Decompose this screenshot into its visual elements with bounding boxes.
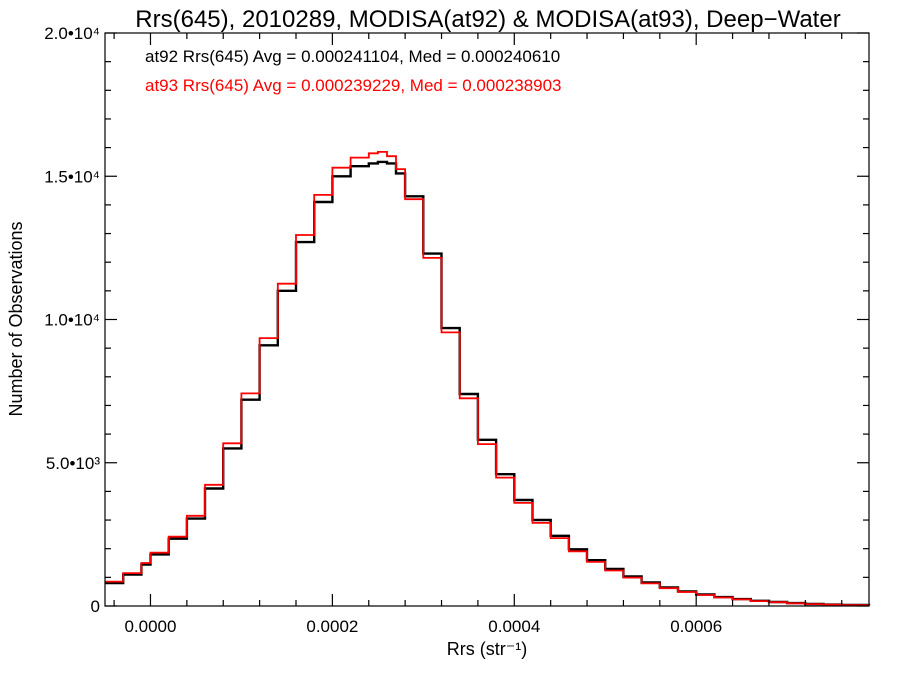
x-tick-label: 0.0006 (670, 617, 722, 636)
annotation-at92: at92 Rrs(645) Avg = 0.000241104, Med = 0… (145, 47, 560, 66)
annotation-at93: at93 Rrs(645) Avg = 0.000239229, Med = 0… (145, 76, 562, 95)
ticks-layer: 0.0000 0.0002 0.0004 0.0006 0 5.0•10³ 1.0•10⁴ 1… (44, 24, 869, 636)
y-tick-label: 1.5•10⁴ (44, 167, 100, 186)
series-layer (105, 151, 871, 607)
x-tick-label: 0.0004 (488, 617, 540, 636)
x-tick-label: 0.0000 (124, 617, 176, 636)
x-tick-label: 0.0002 (306, 617, 358, 636)
x-axis-label: Rrs (str⁻¹) (447, 639, 527, 659)
y-tick-label: 0 (91, 597, 100, 616)
series-line-at92 (105, 160, 871, 607)
series-line-at93 (105, 151, 870, 606)
chart-title: Rrs(645), 2010289, MODISA(at92) & MODISA… (135, 6, 840, 33)
plot-frame (104, 32, 870, 607)
y-axis-label: Number of Observations (6, 221, 26, 416)
y-tick-label: 1.0•10⁴ (44, 311, 100, 330)
y-tick-label: 2.0•10⁴ (44, 24, 100, 43)
y-tick-label: 5.0•10³ (46, 454, 100, 473)
